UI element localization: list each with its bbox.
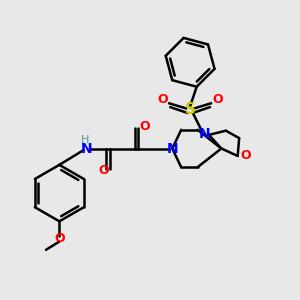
Text: O: O [212, 93, 223, 106]
Text: O: O [139, 120, 150, 133]
Text: O: O [241, 149, 251, 162]
Text: O: O [98, 164, 109, 177]
Text: O: O [157, 93, 168, 106]
Text: N: N [167, 142, 178, 155]
Text: S: S [184, 102, 196, 117]
Text: O: O [54, 232, 65, 245]
Text: N: N [199, 127, 211, 141]
Text: H: H [81, 135, 90, 145]
Text: N: N [80, 142, 92, 155]
